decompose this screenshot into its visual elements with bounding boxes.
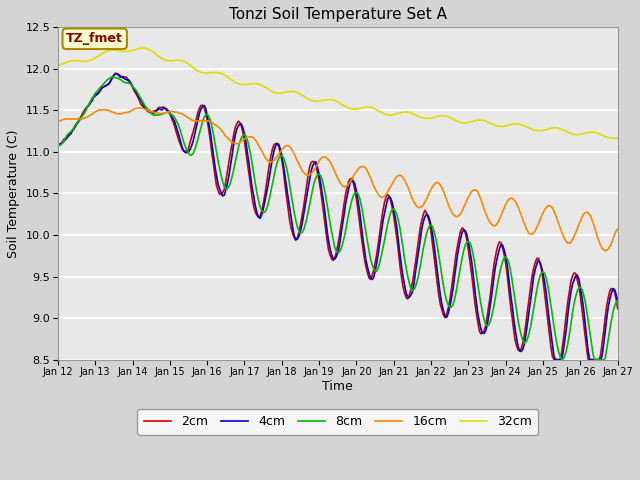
16cm bbox=[70, 116, 77, 122]
16cm bbox=[54, 118, 61, 124]
8cm bbox=[374, 265, 382, 271]
4cm bbox=[552, 357, 559, 362]
4cm bbox=[54, 143, 61, 148]
16cm bbox=[393, 174, 401, 180]
Line: 8cm: 8cm bbox=[58, 77, 618, 360]
16cm bbox=[374, 192, 382, 197]
4cm bbox=[70, 127, 77, 132]
8cm bbox=[614, 298, 621, 303]
Y-axis label: Soil Temperature (C): Soil Temperature (C) bbox=[7, 129, 20, 258]
32cm bbox=[138, 45, 146, 51]
16cm bbox=[602, 248, 609, 253]
2cm bbox=[393, 235, 401, 241]
8cm bbox=[54, 143, 61, 148]
2cm bbox=[160, 104, 168, 110]
16cm bbox=[160, 110, 168, 116]
4cm bbox=[393, 225, 401, 231]
4cm bbox=[406, 294, 413, 300]
4cm bbox=[547, 329, 555, 335]
4cm bbox=[614, 299, 621, 304]
4cm bbox=[160, 105, 168, 111]
32cm bbox=[393, 111, 401, 117]
16cm bbox=[614, 226, 621, 232]
32cm bbox=[374, 108, 382, 114]
2cm bbox=[111, 70, 119, 76]
8cm bbox=[406, 280, 413, 286]
16cm bbox=[136, 105, 144, 111]
8cm bbox=[108, 74, 116, 80]
16cm bbox=[547, 204, 555, 209]
Line: 4cm: 4cm bbox=[58, 74, 618, 360]
32cm bbox=[160, 57, 168, 62]
2cm bbox=[54, 141, 61, 146]
8cm bbox=[591, 357, 598, 362]
2cm bbox=[406, 292, 413, 298]
Line: 2cm: 2cm bbox=[58, 73, 618, 360]
8cm bbox=[70, 126, 77, 132]
Title: Tonzi Soil Temperature Set A: Tonzi Soil Temperature Set A bbox=[228, 7, 447, 22]
X-axis label: Time: Time bbox=[323, 380, 353, 393]
Legend: 2cm, 4cm, 8cm, 16cm, 32cm: 2cm, 4cm, 8cm, 16cm, 32cm bbox=[138, 409, 538, 434]
2cm bbox=[614, 306, 621, 312]
2cm bbox=[550, 357, 558, 362]
4cm bbox=[113, 71, 121, 77]
32cm bbox=[547, 125, 555, 131]
2cm bbox=[547, 343, 555, 349]
32cm bbox=[54, 62, 61, 68]
Line: 32cm: 32cm bbox=[58, 48, 618, 138]
4cm bbox=[374, 251, 382, 257]
Text: TZ_fmet: TZ_fmet bbox=[67, 32, 123, 45]
Line: 16cm: 16cm bbox=[58, 108, 618, 251]
8cm bbox=[547, 302, 555, 308]
2cm bbox=[70, 126, 77, 132]
2cm bbox=[374, 241, 382, 247]
16cm bbox=[406, 188, 413, 194]
8cm bbox=[393, 212, 401, 217]
32cm bbox=[614, 135, 621, 141]
32cm bbox=[406, 109, 413, 115]
8cm bbox=[160, 110, 168, 116]
32cm bbox=[70, 58, 77, 64]
